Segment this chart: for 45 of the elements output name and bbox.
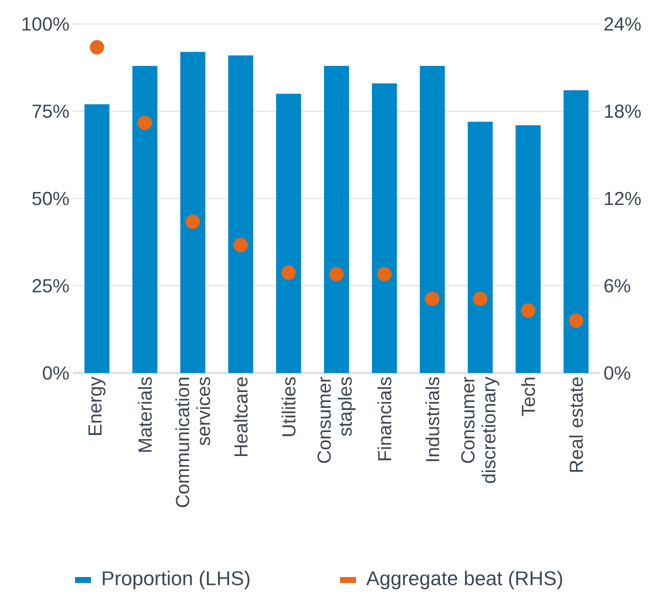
point xyxy=(233,238,248,252)
x-tick-label: Consumer discretionary xyxy=(461,376,500,484)
x-tick-label: Consumer staples xyxy=(317,376,356,463)
bar xyxy=(276,94,302,373)
bar xyxy=(324,66,350,373)
point xyxy=(186,214,200,229)
x-tick-label: Healtcare xyxy=(234,377,248,456)
y2-tick-label: 12% xyxy=(604,192,641,206)
bar xyxy=(468,122,493,373)
bar xyxy=(132,66,158,373)
y2-tick-label: 24% xyxy=(604,17,641,31)
x-tick-label: Financials xyxy=(377,377,392,460)
point xyxy=(425,292,440,306)
point xyxy=(90,40,104,54)
y-tick-label: 50% xyxy=(32,192,69,206)
bar xyxy=(372,83,397,373)
point xyxy=(473,292,488,306)
point xyxy=(281,265,296,280)
x-tick-label: Industrials xyxy=(425,377,440,462)
x-tick-label: Utilities xyxy=(282,377,296,436)
y2-tick-label: 6% xyxy=(604,279,630,292)
bar xyxy=(420,66,445,373)
bar xyxy=(84,104,110,373)
bar xyxy=(564,90,589,373)
y-tick-label: 75% xyxy=(32,104,69,118)
point xyxy=(329,266,344,282)
point xyxy=(568,313,584,328)
point xyxy=(520,303,536,318)
bar xyxy=(228,55,254,373)
y-tick-label: 25% xyxy=(32,279,69,292)
legend-label: Proportion (LHS) xyxy=(102,570,250,590)
x-tick-label: Communication services xyxy=(175,377,210,508)
y-tick-label: 0% xyxy=(42,366,69,380)
x-tick-label: Energy xyxy=(88,376,106,435)
bar xyxy=(516,125,541,373)
y2-tick-label: 18% xyxy=(604,104,641,118)
bar xyxy=(180,52,206,373)
x-tick-label: Materials xyxy=(138,377,152,452)
point xyxy=(377,266,392,282)
point xyxy=(138,116,152,130)
legend-label: Aggregate beat (RHS) xyxy=(366,570,562,590)
y2-tick-label: 0% xyxy=(604,366,630,380)
y-tick-label: 100% xyxy=(22,17,69,31)
x-tick-label: Real estate xyxy=(569,377,584,472)
x-tick-label: Tech xyxy=(521,378,536,416)
